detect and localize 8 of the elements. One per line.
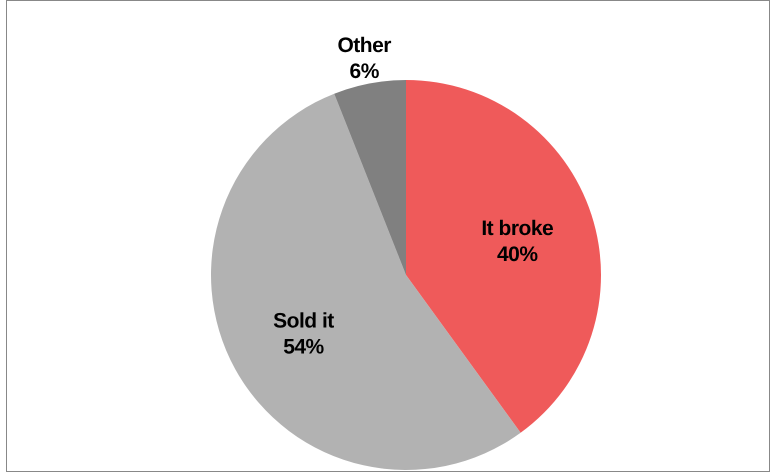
pie-slice <box>406 80 601 433</box>
data-label: 54% <box>283 335 325 358</box>
pie-slice <box>334 80 406 275</box>
data-label: 40% <box>497 242 538 266</box>
slice-label: It broke <box>481 216 554 240</box>
slice-label: Other <box>337 34 392 57</box>
data-label: 6% <box>350 60 380 83</box>
slice-label: Sold it <box>273 309 334 332</box>
